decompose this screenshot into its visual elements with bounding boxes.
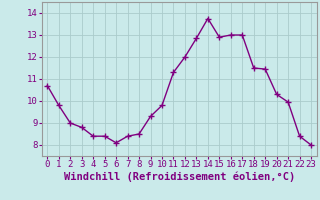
X-axis label: Windchill (Refroidissement éolien,°C): Windchill (Refroidissement éolien,°C): [64, 172, 295, 182]
